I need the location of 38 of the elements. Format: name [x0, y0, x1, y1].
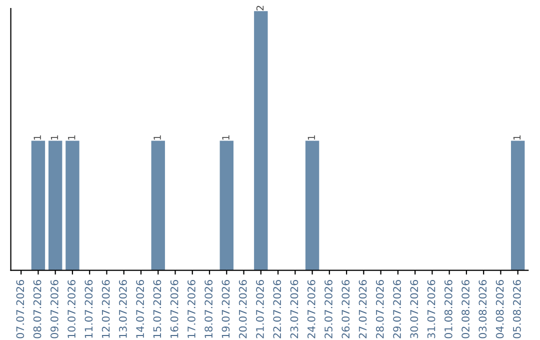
- x-tick-label: 30.07.2026: [410, 280, 418, 338]
- data-label: 1: [222, 135, 230, 140]
- x-tick-label: 19.07.2026: [222, 280, 230, 338]
- x-tick-label: 01.08.2026: [444, 280, 452, 338]
- x-tick-label: 20.07.2026: [238, 280, 247, 338]
- data-label: 1: [50, 135, 58, 140]
- data-label: 1: [34, 135, 41, 140]
- x-tick-label: 02.08.2026: [462, 280, 470, 338]
- x-tick-label: 26.07.2026: [342, 280, 350, 338]
- x-tick-label: 29.07.2026: [393, 280, 401, 338]
- x-tick-label: 07.07.2026: [16, 280, 24, 338]
- data-label: 1: [308, 135, 315, 140]
- data-label: 1: [154, 135, 161, 140]
- x-tick-label: 05.08.2026: [512, 280, 521, 338]
- x-tick-label: 31.07.2026: [427, 280, 436, 338]
- data-label: 1: [68, 135, 76, 140]
- x-tick-label: 16.07.2026: [170, 280, 178, 338]
- x-tick-label: 27.07.2026: [358, 280, 367, 338]
- x-tick-label: 12.07.2026: [102, 280, 110, 338]
- x-tick-label: 11.07.2026: [84, 280, 93, 338]
- x-tick-label: 28.07.2026: [376, 280, 384, 338]
- x-tick-label: 09.07.2026: [50, 280, 58, 338]
- x-tick-label: 17.07.2026: [188, 280, 196, 338]
- x-tick-label: 08.07.2026: [33, 280, 42, 338]
- x-tick-label: 24.07.2026: [307, 280, 316, 338]
- x-tick-label: 04.08.2026: [496, 280, 504, 338]
- x-tick-label: 25.07.2026: [324, 280, 332, 338]
- x-tick-label: 22.07.2026: [273, 280, 282, 338]
- x-tick-label: 03.08.2026: [478, 280, 487, 338]
- x-tick-label: 10.07.2026: [68, 280, 76, 338]
- data-label: 2: [256, 6, 264, 10]
- x-tick-label: 13.07.2026: [119, 280, 127, 338]
- x-tick-label: 15.07.2026: [153, 280, 162, 338]
- x-tick-label: 23.07.2026: [290, 280, 298, 338]
- x-tick-label: 18.07.2026: [204, 280, 213, 338]
- data-label: 1: [513, 135, 521, 140]
- x-tick-label: 14.07.2026: [136, 280, 144, 338]
- x-tick-label: 21.07.2026: [256, 280, 264, 338]
